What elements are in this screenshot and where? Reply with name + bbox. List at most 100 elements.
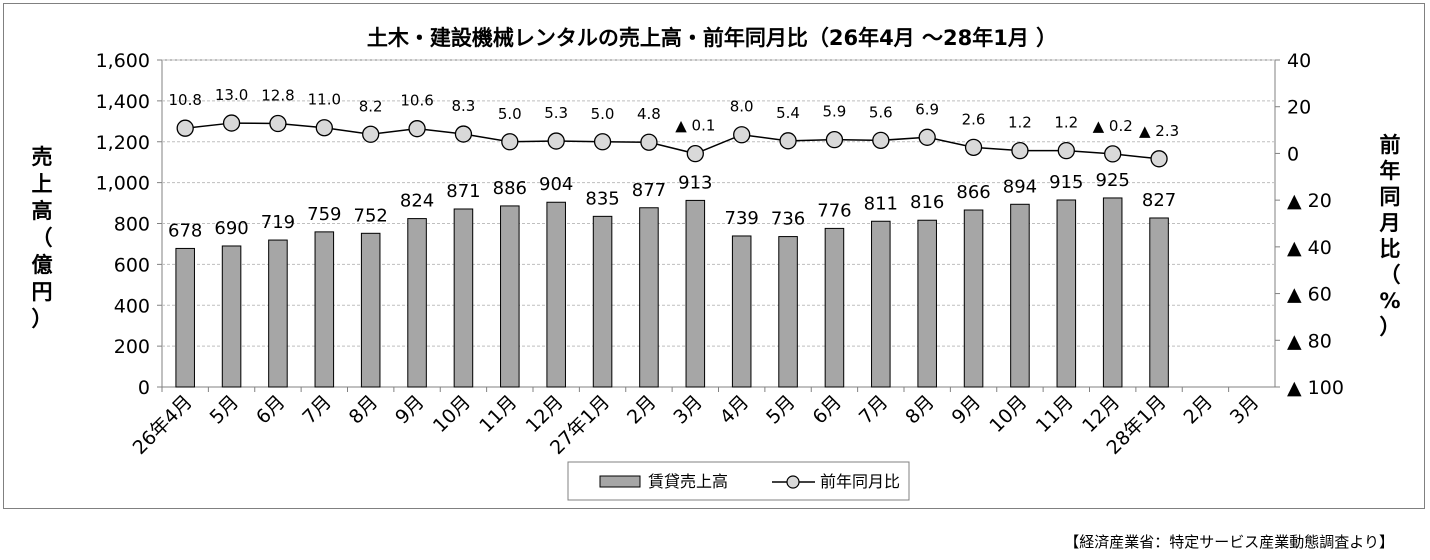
bar-value-label: 827 bbox=[1142, 190, 1176, 211]
chart-title: 土木・建設機械レンタルの売上高・前年同月比（26年4月 ～28年1月 ） bbox=[367, 26, 1057, 50]
yoy-value-label: 8.3 bbox=[452, 97, 476, 115]
left-axis-title-char: （ bbox=[32, 226, 53, 250]
bar bbox=[500, 205, 520, 388]
bar bbox=[1010, 203, 1030, 388]
bar-value-label: 678 bbox=[168, 220, 202, 241]
left-tick-label: 400 bbox=[114, 295, 150, 317]
yoy-marker bbox=[640, 133, 658, 151]
bar-value-label: 739 bbox=[725, 208, 759, 229]
x-tick-label: 9月 bbox=[948, 391, 986, 429]
bar-value-label: 894 bbox=[1003, 176, 1037, 197]
left-axis-title-char: 高 bbox=[32, 199, 53, 223]
x-tick-label: 11月 bbox=[1032, 391, 1078, 437]
right-axis-title-char: 月 bbox=[1379, 211, 1401, 235]
right-tick-label: 20 bbox=[1287, 97, 1311, 119]
bar-value-label: 736 bbox=[771, 209, 805, 230]
left-axis-title-char: 円 bbox=[32, 280, 53, 304]
bar-value-label: 824 bbox=[400, 191, 434, 212]
yoy-marker bbox=[872, 131, 890, 149]
bar bbox=[453, 208, 474, 388]
yoy-line bbox=[185, 122, 1160, 160]
yoy-value-label: 1.2 bbox=[1054, 114, 1078, 132]
yoy-value-label: 1.2 bbox=[1008, 114, 1032, 132]
bar bbox=[360, 232, 381, 388]
left-axis-title-char: 億 bbox=[32, 253, 53, 277]
bar bbox=[639, 207, 659, 388]
bar-value-label: 925 bbox=[1096, 170, 1130, 191]
x-tick-label: 6月 bbox=[252, 391, 290, 429]
left-tick-label: 1,000 bbox=[96, 173, 150, 195]
bar-value-label: 811 bbox=[864, 193, 898, 214]
bar bbox=[314, 231, 335, 388]
yoy-marker bbox=[454, 125, 473, 143]
left-tick-label: 200 bbox=[114, 336, 150, 358]
x-tick-label: 5月 bbox=[762, 391, 800, 429]
yoy-marker bbox=[825, 130, 844, 149]
yoy-marker bbox=[1011, 141, 1029, 160]
yoy-value-label: 4.8 bbox=[637, 105, 661, 123]
bar bbox=[963, 209, 984, 388]
yoy-value-label: 8.0 bbox=[730, 98, 754, 116]
x-tick-label: 3月 bbox=[1226, 391, 1264, 429]
right-axis-title-char: 年 bbox=[1380, 159, 1401, 183]
right-axis-title-char: 比 bbox=[1380, 237, 1401, 261]
x-tick-label: 26年4月 bbox=[129, 391, 197, 459]
bar-value-label: 719 bbox=[261, 212, 295, 233]
right-axis-title-char: 前 bbox=[1380, 133, 1401, 157]
yoy-value-label: 12.8 bbox=[261, 87, 294, 105]
yoy-marker bbox=[315, 119, 333, 137]
legend-bar-swatch bbox=[599, 475, 641, 488]
bar bbox=[546, 201, 566, 388]
yoy-value-label: 5.3 bbox=[544, 104, 568, 122]
bar-value-label: 877 bbox=[632, 180, 666, 201]
x-tick-label: 10月 bbox=[429, 391, 475, 437]
left-tick-label: 1,400 bbox=[96, 91, 150, 113]
x-tick-label: 5月 bbox=[206, 391, 244, 429]
bar-value-label: 816 bbox=[910, 192, 944, 213]
yoy-value-label: 10.8 bbox=[168, 91, 201, 109]
right-axis-title-char: % bbox=[1379, 289, 1400, 313]
left-tick-label: 1,200 bbox=[96, 132, 150, 154]
right-axis-title-char: （ bbox=[1380, 263, 1401, 287]
bar bbox=[407, 218, 427, 388]
yoy-value-label: 5.0 bbox=[591, 105, 615, 123]
x-tick-label: 10月 bbox=[985, 391, 1031, 437]
x-tick-label: 3月 bbox=[669, 391, 707, 429]
yoy-value-label: 5.6 bbox=[869, 103, 893, 121]
bar-value-label: 752 bbox=[354, 205, 388, 226]
yoy-marker bbox=[222, 114, 241, 132]
left-axis-title-char: 上 bbox=[32, 172, 53, 196]
left-axis-title-char: ） bbox=[32, 307, 53, 331]
left-tick-label: 0 bbox=[138, 377, 150, 399]
bar bbox=[685, 199, 706, 388]
bar bbox=[778, 236, 798, 388]
bar bbox=[1149, 217, 1169, 388]
source-note: 【経済産業省：特定サービス産業動態調査より】 bbox=[1064, 533, 1394, 551]
x-tick-label: 11月 bbox=[475, 391, 521, 437]
left-tick-label: 1,600 bbox=[96, 50, 150, 72]
x-tick-label: 7月 bbox=[298, 391, 336, 429]
yoy-marker bbox=[362, 125, 380, 143]
right-tick-label: ▲ 40 bbox=[1287, 237, 1332, 259]
bar bbox=[917, 219, 937, 388]
right-tick-label: ▲ 80 bbox=[1287, 330, 1332, 352]
yoy-marker bbox=[269, 114, 287, 133]
yoy-marker bbox=[547, 132, 565, 150]
bar bbox=[592, 215, 613, 388]
x-tick-label: 8月 bbox=[345, 391, 383, 429]
yoy-value-label: 5.0 bbox=[498, 105, 522, 123]
bar bbox=[1102, 197, 1123, 388]
yoy-marker bbox=[501, 133, 519, 151]
right-tick-label: ▲ 20 bbox=[1287, 190, 1332, 212]
yoy-marker bbox=[1057, 141, 1075, 160]
yoy-value-label: 8.2 bbox=[359, 97, 383, 115]
bar-value-label: 904 bbox=[539, 174, 573, 195]
yoy-marker bbox=[1150, 150, 1168, 168]
legend-line-label: 前年同月比 bbox=[820, 472, 900, 491]
bar bbox=[268, 239, 288, 388]
bar-value-label: 776 bbox=[817, 200, 851, 221]
bar-value-label: 915 bbox=[1049, 172, 1083, 193]
left-axis-title-char: 売 bbox=[32, 145, 53, 169]
yoy-marker bbox=[686, 145, 704, 163]
